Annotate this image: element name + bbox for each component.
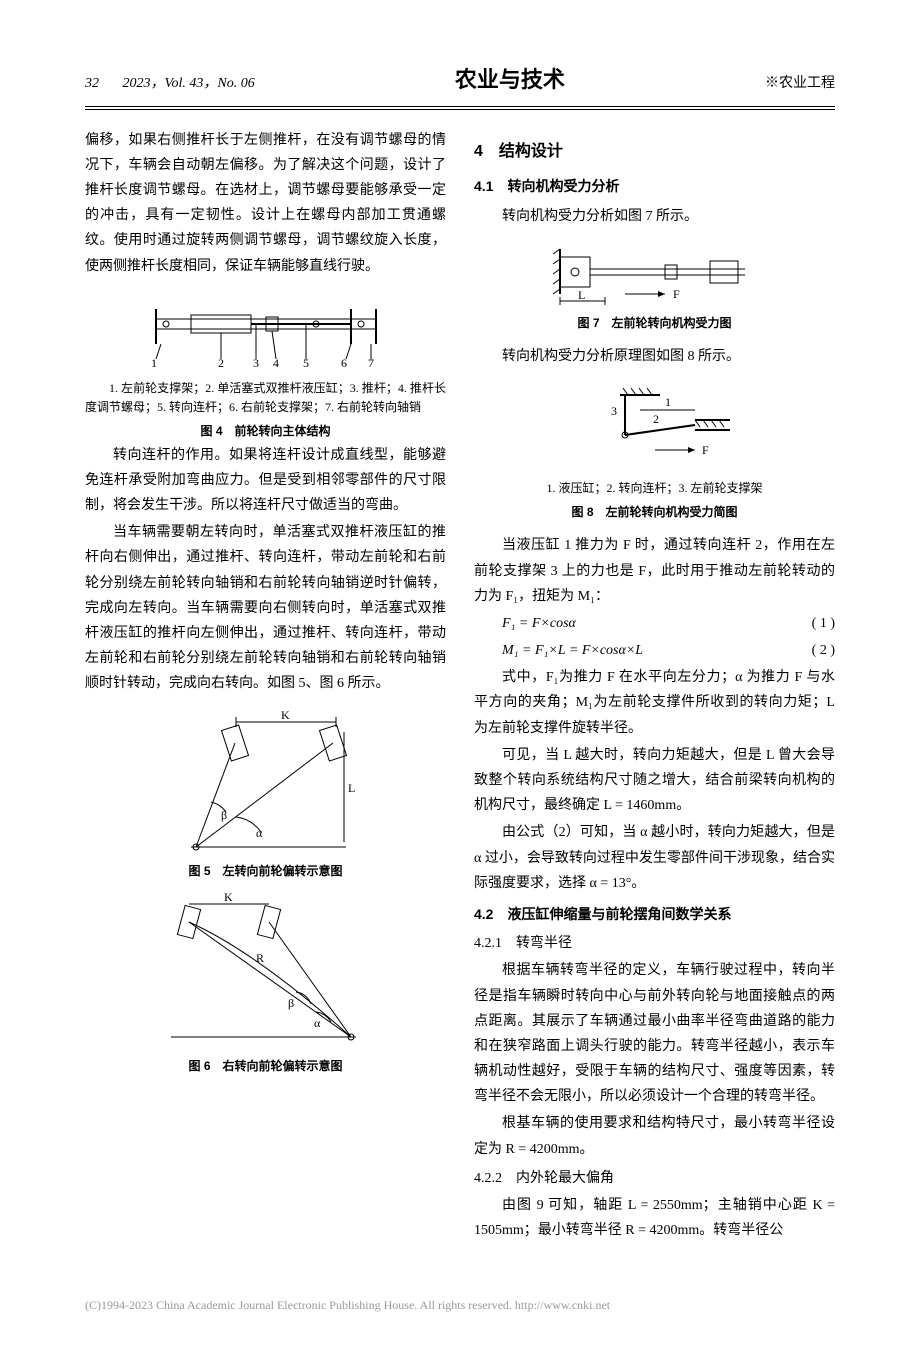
svg-text:K: K [224,892,233,904]
figure-6-caption: 图 6 右转向前轮偏转示意图 [85,1056,446,1078]
figure-8: 3 2 1 F 1. 液压缸；2. 转向连杆；3. 左前轮支撑架 图 8 左前轮… [474,380,835,524]
paragraph: 根基车辆的使用要求和结构特尺寸，最小转弯半径设定为 R = 4200mm。 [474,1111,835,1161]
svg-text:L: L [578,288,585,302]
paragraph: 转向机构受力分析原理图如图 8 所示。 [474,344,835,369]
svg-text:4: 4 [273,356,279,369]
svg-text:6: 6 [341,356,347,369]
equation-2-num: ( 2 ) [812,638,835,663]
paragraph: 由图 9 可知，轴距 L = 2550mm；主轴销中心距 K = 1505mm；… [474,1193,835,1243]
heading-4: 4 结构设计 [474,138,835,167]
paragraph: 当车辆需要朝左转向时，单活塞式双推杆液压缸的推杆向右侧伸出，通过推杆、转向连杆，… [85,520,446,696]
heading-4-2: 4.2 液压缸伸缩量与前轮摆角间数学关系 [474,902,835,927]
figure-8-caption: 图 8 左前轮转向机构受力简图 [474,502,835,524]
paragraph: 可见，当 L 越大时，转向力矩越大，但是 L 曾大会导致整个转向系统结构尺寸随之… [474,743,835,819]
figure-8-legend: 1. 液压缸；2. 转向连杆；3. 左前轮支撑架 [474,479,835,498]
figure-6: K R α β 图 6 右转向前轮偏转示意图 [85,892,446,1078]
svg-text:L: L [348,781,355,795]
equation-1-num: ( 1 ) [812,611,835,636]
paragraph: 当液压缸 1 推力为 F 时，通过转向连杆 2，作用在左前轮支撑架 3 上的力也… [474,533,835,609]
header-left: 32 2023，Vol. 43，No. 06 [85,71,255,96]
journal-title: 农业与技术 [455,60,565,100]
figure-5-svg: K L β α [176,707,356,857]
figure-7-caption: 图 7 左前轮转向机构受力图 [474,313,835,335]
svg-text:3: 3 [611,404,617,418]
svg-text:2: 2 [653,412,659,426]
section-label: ※农业工程 [765,71,835,96]
svg-text:α: α [314,1016,321,1030]
two-column-layout: 偏移，如果右侧推杆长于左侧推杆，在没有调节螺母的情况下，车辆会自动朝左偏移。为了… [85,128,835,1246]
svg-text:F: F [702,443,709,457]
svg-text:2: 2 [218,356,224,369]
equation-1-text: F₁ = F×cosα [502,611,576,636]
svg-text:F: F [673,287,680,301]
figure-7-svg: F L [545,239,765,309]
right-column: 4 结构设计 4.1 转向机构受力分析 转向机构受力分析如图 7 所示。 [474,128,835,1246]
svg-text:β: β [221,808,227,822]
svg-text:5: 5 [303,356,309,369]
figure-4: 1 2 3 4 5 6 7 [85,289,446,369]
heading-4-1: 4.1 转向机构受力分析 [474,174,835,199]
svg-text:R: R [256,951,264,965]
svg-text:7: 7 [368,356,374,369]
figure-5-caption: 图 5 左转向前轮偏转示意图 [85,861,446,883]
page-number: 32 [85,76,99,91]
svg-text:3: 3 [253,356,259,369]
svg-text:β: β [288,996,294,1010]
paragraph: 由公式（2）可知，当 α 越小时，转向力矩越大，但是 α 过小，会导致转向过程中… [474,820,835,896]
left-column: 偏移，如果右侧推杆长于左侧推杆，在没有调节螺母的情况下，车辆会自动朝左偏移。为了… [85,128,446,1246]
heading-4-2-2: 4.2.2 内外轮最大偏角 [474,1166,835,1191]
paragraph: 转向连杆的作用。如果将连杆设计成直线型，能够避免连杆承受附加弯曲应力。但是受到相… [85,443,446,519]
svg-text:1: 1 [151,356,157,369]
figure-4-caption: 图 4 前轮转向主体结构 [85,421,446,443]
equation-1: F₁ = F×cosα ( 1 ) [474,611,835,636]
figure-8-svg: 3 2 1 F [565,380,745,475]
svg-text:K: K [281,708,290,722]
paragraph: 转向机构受力分析如图 7 所示。 [474,204,835,229]
issue-info: 2023，Vol. 43，No. 06 [123,76,255,91]
paragraph: 偏移，如果右侧推杆长于左侧推杆，在没有调节螺母的情况下，车辆会自动朝左偏移。为了… [85,128,446,279]
figure-4-legend: 1. 左前轮支撑架；2. 单活塞式双推杆液压缸；3. 推杆；4. 推杆长度调节螺… [85,379,446,417]
figure-6-svg: K R α β [166,892,366,1052]
paragraph: 根据车辆转弯半径的定义，车辆行驶过程中，转向半径是指车辆瞬时转向中心与前外转向轮… [474,958,835,1109]
equation-2: M₁ = F₁×L = F×cosα×L ( 2 ) [474,638,835,663]
heading-4-2-1: 4.2.1 转弯半径 [474,931,835,956]
page-header: 32 2023，Vol. 43，No. 06 农业与技术 ※农业工程 [85,60,835,110]
figure-5: K L β α 图 5 左转向前轮偏转示意图 [85,707,446,883]
svg-text:1: 1 [665,395,671,409]
equation-2-text: M₁ = F₁×L = F×cosα×L [502,638,643,663]
figure-4-svg: 1 2 3 4 5 6 7 [136,289,396,369]
paragraph: 式中，F₁为推力 F 在水平向左分力；α 为推力 F 与水平方向的夹角；M₁为左… [474,665,835,741]
figure-7: F L 图 7 左前轮转向机构受力图 [474,239,835,335]
svg-text:α: α [256,826,263,840]
page-footer: (C)1994-2023 China Academic Journal Elec… [85,1295,835,1317]
